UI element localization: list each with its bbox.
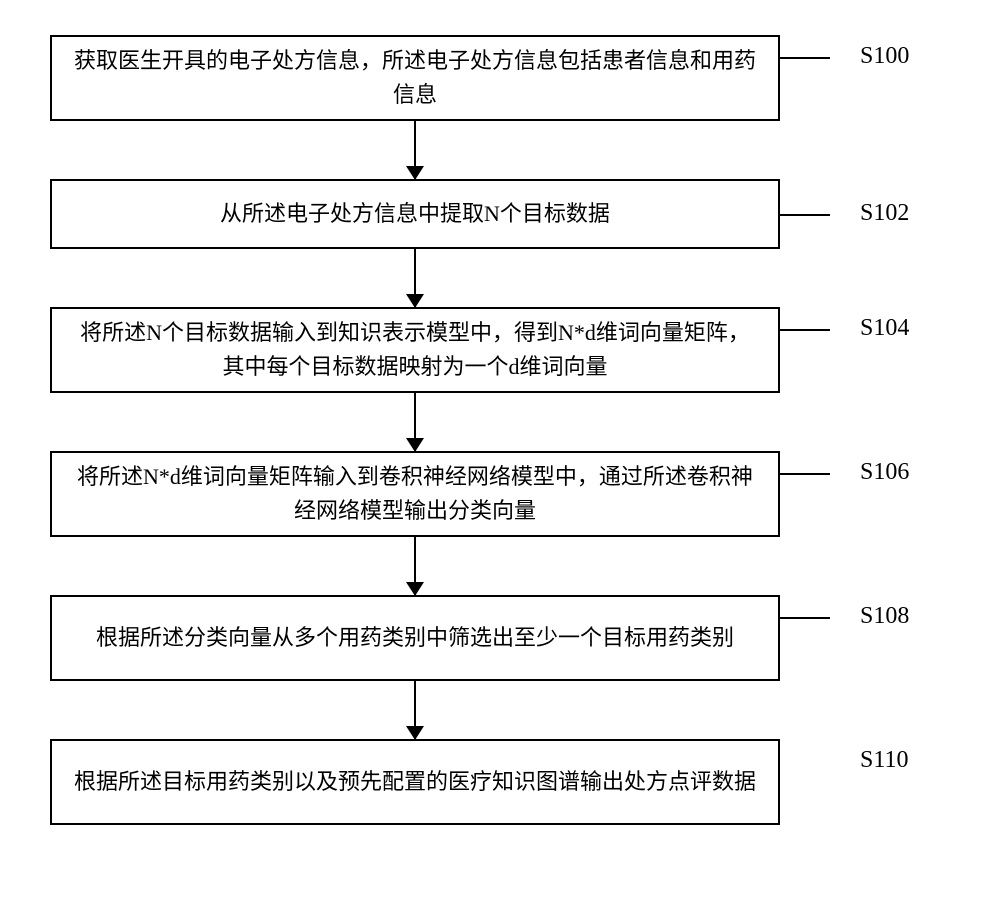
step-box-s102: 从所述电子处方信息中提取N个目标数据 [50, 179, 780, 249]
step-box-s108: 根据所述分类向量从多个用药类别中筛选出至少一个目标用药类别 [50, 595, 780, 681]
flowchart-container: 获取医生开具的电子处方信息，所述电子处方信息包括患者信息和用药信息 S100 从… [50, 35, 950, 825]
step-label-s100: S100 [860, 43, 909, 70]
arrow-head-icon [406, 726, 424, 740]
arrow-s108-s110 [50, 681, 780, 739]
step-row-s108: 根据所述分类向量从多个用药类别中筛选出至少一个目标用药类别 S108 [50, 595, 950, 681]
step-box-s110: 根据所述目标用药类别以及预先配置的医疗知识图谱输出处方点评数据 [50, 739, 780, 825]
arrow-s106-s108 [50, 537, 780, 595]
arrow-s104-s106 [50, 393, 780, 451]
label-connector-s102 [780, 214, 830, 216]
step-label-s102: S102 [860, 200, 909, 227]
step-row-s110: 根据所述目标用药类别以及预先配置的医疗知识图谱输出处方点评数据 S110 [50, 739, 950, 825]
step-text-s102: 从所述电子处方信息中提取N个目标数据 [220, 197, 610, 231]
step-row-s104: 将所述N个目标数据输入到知识表示模型中，得到N*d维词向量矩阵，其中每个目标数据… [50, 307, 950, 393]
step-box-s100: 获取医生开具的电子处方信息，所述电子处方信息包括患者信息和用药信息 [50, 35, 780, 121]
step-box-s106: 将所述N*d维词向量矩阵输入到卷积神经网络模型中，通过所述卷积神经网络模型输出分… [50, 451, 780, 537]
step-text-s104: 将所述N个目标数据输入到知识表示模型中，得到N*d维词向量矩阵，其中每个目标数据… [72, 316, 758, 384]
label-connector-s108 [780, 617, 830, 619]
step-row-s102: 从所述电子处方信息中提取N个目标数据 S102 [50, 179, 950, 249]
arrow-s102-s104 [50, 249, 780, 307]
step-text-s106: 将所述N*d维词向量矩阵输入到卷积神经网络模型中，通过所述卷积神经网络模型输出分… [72, 460, 758, 528]
step-row-s100: 获取医生开具的电子处方信息，所述电子处方信息包括患者信息和用药信息 S100 [50, 35, 950, 121]
arrow-head-icon [406, 438, 424, 452]
arrow-head-icon [406, 582, 424, 596]
arrow-head-icon [406, 294, 424, 308]
step-text-s110: 根据所述目标用药类别以及预先配置的医疗知识图谱输出处方点评数据 [74, 765, 756, 799]
arrow-s100-s102 [50, 121, 780, 179]
step-label-s106: S106 [860, 459, 909, 486]
step-box-s104: 将所述N个目标数据输入到知识表示模型中，得到N*d维词向量矩阵，其中每个目标数据… [50, 307, 780, 393]
step-label-s108: S108 [860, 603, 909, 630]
step-label-s104: S104 [860, 315, 909, 342]
arrow-head-icon [406, 166, 424, 180]
step-label-s110: S110 [860, 747, 908, 774]
step-text-s108: 根据所述分类向量从多个用药类别中筛选出至少一个目标用药类别 [96, 621, 734, 655]
label-connector-s100 [780, 57, 830, 59]
step-row-s106: 将所述N*d维词向量矩阵输入到卷积神经网络模型中，通过所述卷积神经网络模型输出分… [50, 451, 950, 537]
label-connector-s106 [780, 473, 830, 475]
label-connector-s104 [780, 329, 830, 331]
step-text-s100: 获取医生开具的电子处方信息，所述电子处方信息包括患者信息和用药信息 [72, 44, 758, 112]
